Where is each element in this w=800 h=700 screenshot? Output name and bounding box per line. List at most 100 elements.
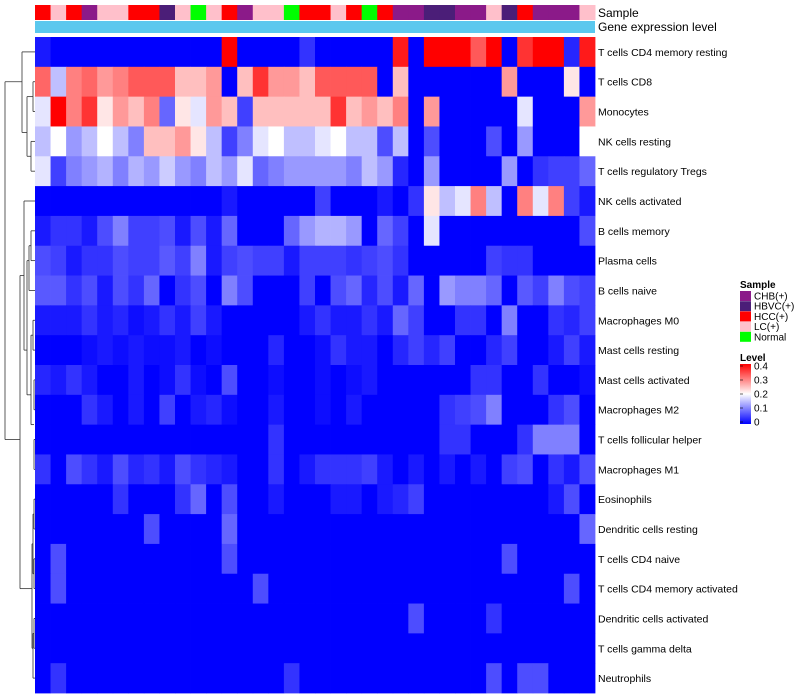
- heatmap-cell: [315, 97, 331, 127]
- heatmap-cell: [299, 335, 315, 365]
- sample-legend-swatch: [740, 311, 751, 321]
- heatmap-cell: [159, 514, 175, 544]
- heatmap-cell: [299, 604, 315, 634]
- heatmap-cell: [471, 335, 487, 365]
- heatmap-cell: [284, 37, 300, 67]
- heatmap-cell: [299, 126, 315, 156]
- sample-annotation-cell: [159, 5, 175, 20]
- heatmap-cell: [66, 67, 82, 97]
- heatmap-cell: [268, 186, 284, 216]
- heatmap-cell: [82, 544, 98, 574]
- heatmap-cell: [97, 67, 113, 97]
- heatmap-cell: [253, 126, 269, 156]
- heatmap-cell: [97, 454, 113, 484]
- heatmap-cell: [222, 186, 238, 216]
- heatmap-cell: [439, 604, 455, 634]
- heatmap-cell: [113, 186, 129, 216]
- gene-expression-annotation-bar: [35, 21, 595, 33]
- sample-legend-swatch: [740, 332, 751, 342]
- heatmap-cell: [346, 67, 362, 97]
- heatmap-cell: [206, 395, 222, 425]
- row-label: T cells CD8: [598, 77, 652, 89]
- heatmap-cell: [564, 335, 580, 365]
- heatmap-cell: [424, 514, 440, 544]
- heatmap-cell: [424, 276, 440, 306]
- heatmap-cell: [362, 276, 378, 306]
- heatmap-cell: [315, 246, 331, 276]
- sample-annotation-cell: [471, 5, 487, 20]
- heatmap-cell: [113, 454, 129, 484]
- level-legend-tick-label: 0.4: [754, 362, 768, 373]
- heatmap-cell: [346, 544, 362, 574]
- heatmap-cell: [222, 484, 238, 514]
- heatmap-cell: [439, 425, 455, 455]
- heatmap-cell: [51, 663, 67, 693]
- heatmap-cell: [548, 305, 564, 335]
- heatmap-cell: [128, 514, 144, 544]
- heatmap-cell: [175, 67, 191, 97]
- heatmap-cell: [548, 633, 564, 663]
- heatmap-cell: [144, 425, 160, 455]
- heatmap-cell: [486, 305, 502, 335]
- heatmap-cell: [486, 514, 502, 544]
- heatmap-cell: [144, 37, 160, 67]
- heatmap-cell: [424, 216, 440, 246]
- heatmap-cell: [299, 305, 315, 335]
- sample-annotation-cell: [439, 5, 455, 20]
- heatmap-cell: [35, 544, 51, 574]
- heatmap-cell: [362, 305, 378, 335]
- heatmap-cell: [346, 246, 362, 276]
- heatmap-cell: [128, 395, 144, 425]
- heatmap-cell: [222, 67, 238, 97]
- heatmap-cell: [362, 484, 378, 514]
- heatmap-cell: [144, 395, 160, 425]
- heatmap-cell: [346, 305, 362, 335]
- heatmap-cell: [533, 126, 549, 156]
- heatmap-cell: [486, 276, 502, 306]
- heatmap-cell: [253, 156, 269, 186]
- heatmap-cell: [517, 633, 533, 663]
- row-label: T cells CD4 memory activated: [598, 584, 738, 596]
- heatmap-cell: [579, 216, 595, 246]
- heatmap-cell: [299, 663, 315, 693]
- heatmap-cell: [66, 574, 82, 604]
- heatmap-cell: [51, 305, 67, 335]
- heatmap-cell: [502, 484, 518, 514]
- heatmap-cell: [206, 156, 222, 186]
- sample-annotation-cell: [222, 5, 238, 20]
- heatmap-cell: [393, 305, 409, 335]
- heatmap-cell: [502, 37, 518, 67]
- heatmap-cell: [346, 484, 362, 514]
- heatmap-cell: [315, 67, 331, 97]
- heatmap-cell: [486, 97, 502, 127]
- heatmap-cell: [393, 395, 409, 425]
- sample-annotation-cell: [331, 5, 347, 20]
- row-labels: T cells CD4 memory restingT cells CD8Mon…: [598, 47, 738, 685]
- heatmap-cell: [284, 335, 300, 365]
- heatmap-cell: [548, 335, 564, 365]
- heatmap-cell: [408, 484, 424, 514]
- heatmap-cell: [517, 395, 533, 425]
- heatmap-cell: [377, 216, 393, 246]
- heatmap-cell: [191, 604, 207, 634]
- heatmap-cell: [471, 395, 487, 425]
- heatmap-cell: [237, 276, 253, 306]
- heatmap-cell: [424, 604, 440, 634]
- heatmap-cell: [191, 514, 207, 544]
- heatmap-cell: [299, 574, 315, 604]
- heatmap-cell: [424, 305, 440, 335]
- heatmap-cell: [486, 246, 502, 276]
- heatmap-cell: [82, 156, 98, 186]
- heatmap-cell: [82, 365, 98, 395]
- heatmap-cell: [331, 454, 347, 484]
- heatmap-cell: [299, 395, 315, 425]
- sample-annotation-bar: [35, 5, 596, 20]
- heatmap-cell: [175, 305, 191, 335]
- heatmap-cell: [35, 574, 51, 604]
- heatmap-cell: [144, 156, 160, 186]
- heatmap-cell: [486, 156, 502, 186]
- heatmap-cell: [517, 484, 533, 514]
- heatmap-cell: [455, 663, 471, 693]
- heatmap-cell: [144, 604, 160, 634]
- heatmap-cell: [159, 395, 175, 425]
